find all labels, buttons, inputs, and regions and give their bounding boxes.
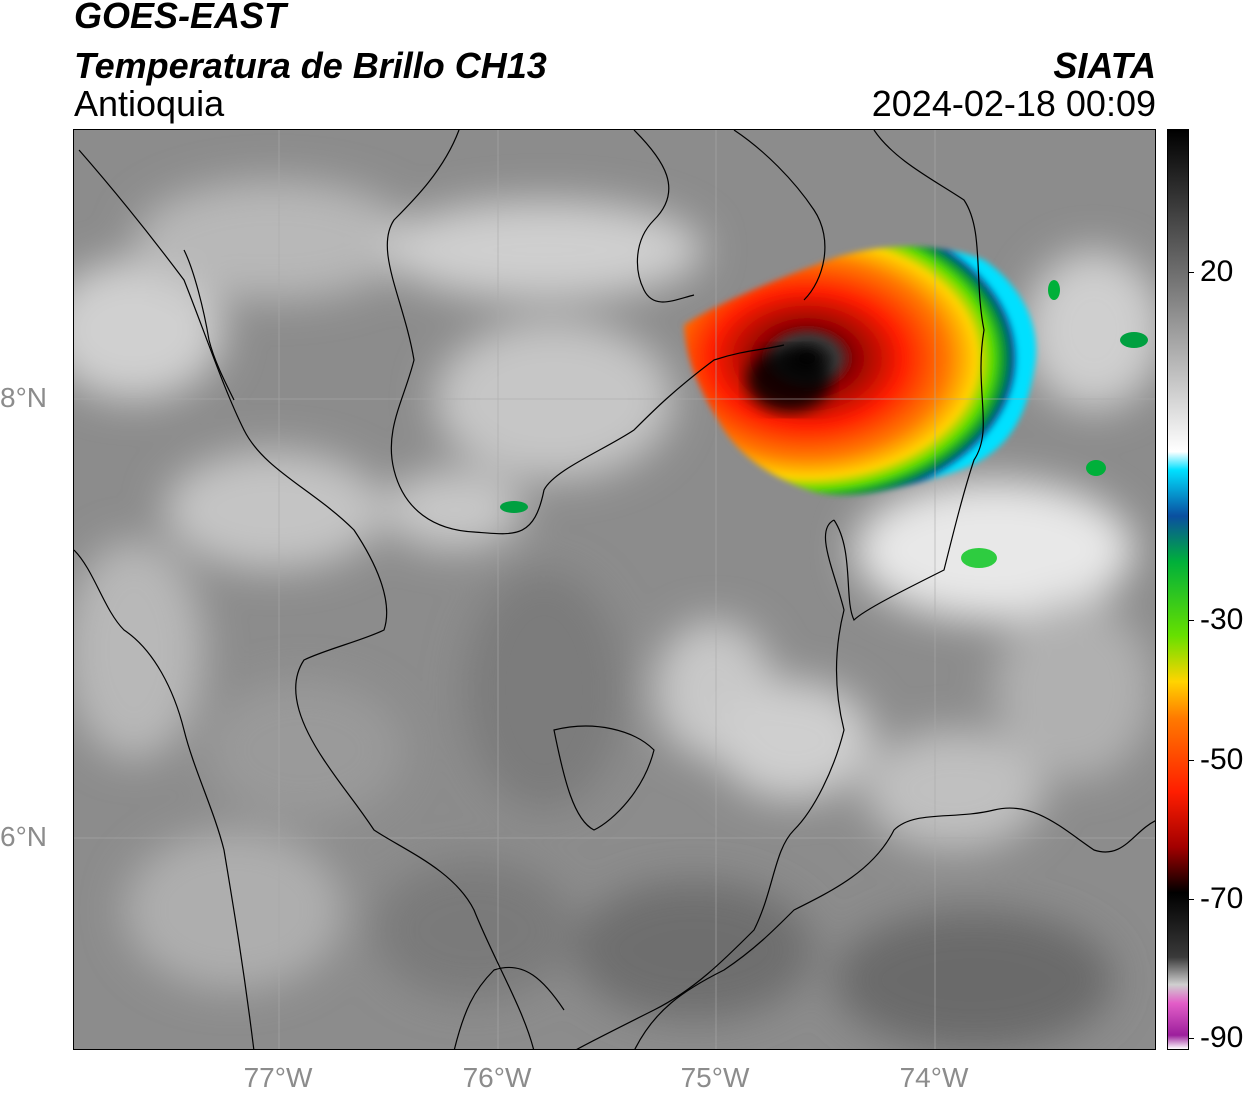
satellite-map[interactable] [73, 129, 1156, 1050]
cb-label-m30: -30 [1200, 603, 1244, 636]
lon-label-75w: 75°W [680, 1062, 750, 1093]
cb-tick-20 [1188, 272, 1194, 273]
title-line-1: GOES-EAST [74, 0, 287, 36]
cb-tick-m50 [1188, 760, 1194, 761]
lat-label-8n: 8°N [0, 382, 47, 413]
boundaries [74, 130, 1155, 1049]
lon-label-74w: 74°W [899, 1062, 969, 1093]
cb-tick-m70 [1188, 899, 1194, 900]
cb-tick-m90 [1188, 1038, 1194, 1039]
cb-tick-m30 [1188, 620, 1194, 621]
region-label: Antioquia [74, 83, 225, 124]
lon-label-76w: 76°W [462, 1062, 532, 1093]
lon-label-77w: 77°W [243, 1062, 313, 1093]
colorbar [1167, 129, 1189, 1050]
map-canvas [74, 130, 1155, 1049]
cb-label-20: 20 [1200, 255, 1234, 288]
cb-label-m90: -90 [1200, 1021, 1244, 1054]
cb-label-m50: -50 [1200, 743, 1244, 776]
cloud-texture [74, 180, 1155, 1049]
brand-label: SIATA [1053, 45, 1156, 86]
lat-label-6n: 6°N [0, 821, 47, 852]
cb-label-m70: -70 [1200, 882, 1244, 915]
storm-cell [500, 246, 1148, 568]
timestamp: 2024-02-18 00:09 [871, 83, 1156, 124]
title-line-2: Temperatura de Brillo CH13 [74, 45, 547, 86]
graticule [74, 130, 1155, 1049]
